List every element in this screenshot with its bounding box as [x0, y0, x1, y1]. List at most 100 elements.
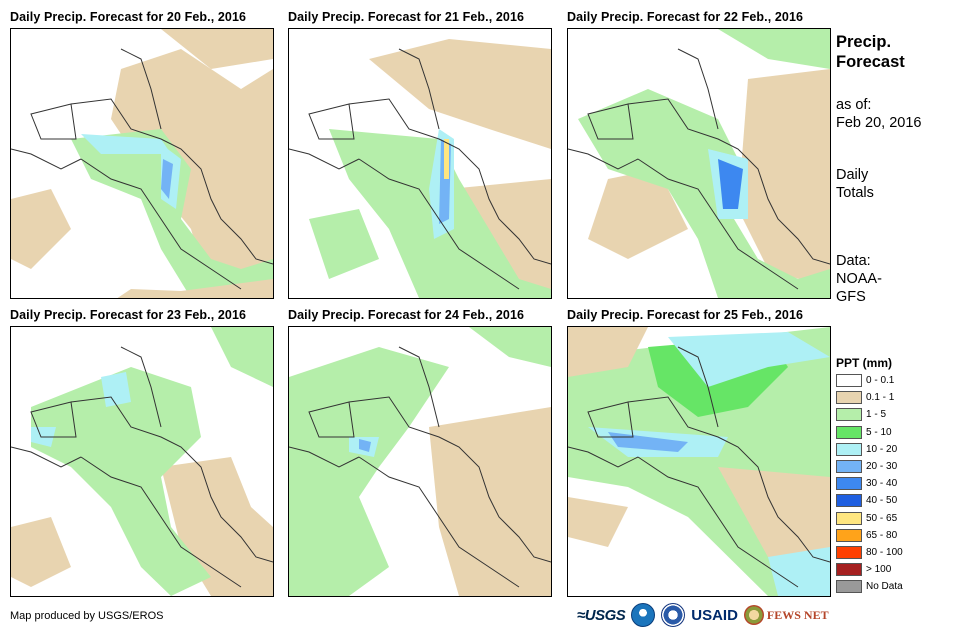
noaa-logo-icon — [631, 603, 656, 627]
precip-area — [101, 279, 273, 298]
panel-title: Daily Precip. Forecast for 21 Feb., 2016 — [288, 10, 525, 24]
coastline — [289, 346, 551, 588]
precip-map — [288, 326, 552, 597]
precip-area — [11, 517, 71, 587]
precip-area — [211, 327, 273, 387]
coastline — [289, 48, 551, 290]
data-source-block: Data: NOAA- GFS — [836, 252, 882, 306]
precip-area — [429, 407, 551, 596]
legend-label: No Data — [866, 581, 903, 593]
panel-title: Daily Precip. Forecast for 25 Feb., 2016 — [567, 308, 804, 322]
usaid-logo: USAID — [691, 606, 738, 624]
panel-title: Daily Precip. Forecast for 22 Feb., 2016 — [567, 10, 804, 24]
side-title-line1: Precip. — [836, 33, 892, 51]
precip-area — [359, 439, 371, 452]
daily-line2: Totals — [836, 185, 874, 201]
map-canvas — [11, 29, 273, 298]
precip-area — [738, 69, 830, 289]
precip-area — [668, 332, 830, 387]
legend-item: 1 - 5 — [836, 406, 903, 423]
precip-area — [309, 209, 379, 279]
fews-net-logo: FEWS NET — [766, 607, 829, 622]
coastline — [568, 346, 830, 588]
legend-item: 40 - 50 — [836, 492, 903, 509]
precip-area — [568, 327, 648, 377]
precip-area — [101, 372, 131, 407]
credit-text: Map produced by USGS/EROS — [10, 610, 164, 622]
usaid-seal-icon — [661, 603, 686, 627]
legend-rows: 0 - 0.1 0.1 - 1 1 - 5 5 - 10 10 - 20 20 - 30 3… — [836, 372, 903, 595]
legend-swatch — [836, 374, 862, 388]
logo-strip: ≈USGS USAID FEWS NET — [577, 602, 829, 628]
daily-line1: Daily — [836, 167, 869, 183]
data-line3: GFS — [836, 289, 866, 305]
legend-item: > 100 — [836, 561, 903, 578]
legend-label: 80 - 100 — [866, 546, 903, 558]
precip-area — [71, 129, 273, 298]
data-line2: NOAA- — [836, 271, 882, 287]
daily-totals-block: Daily Totals — [836, 166, 874, 202]
legend-swatch — [836, 391, 862, 405]
panel-title: Daily Precip. Forecast for 24 Feb., 2016 — [288, 308, 525, 322]
precip-map — [567, 28, 831, 299]
precip-area — [444, 139, 449, 179]
legend-label: 50 - 65 — [866, 512, 898, 524]
precip-area — [289, 347, 449, 596]
legend-label: 5 - 10 — [866, 426, 892, 438]
panel-title: Daily Precip. Forecast for 23 Feb., 2016 — [10, 308, 247, 322]
map-canvas — [289, 39, 551, 298]
legend-label: 0.1 - 1 — [866, 392, 895, 404]
legend-item: 30 - 40 — [836, 475, 903, 492]
coastline — [568, 48, 830, 290]
legend-swatch — [836, 460, 862, 474]
asof-block: as of: Feb 20, 2016 — [836, 96, 921, 132]
coastline — [11, 346, 273, 588]
map-canvas — [289, 327, 551, 596]
precip-area — [31, 367, 211, 596]
asof-label: as of: — [836, 97, 872, 113]
usgs-logo: ≈USGS — [577, 606, 626, 624]
legend-swatch — [836, 580, 862, 594]
legend-swatch — [836, 408, 862, 422]
legend-swatch — [836, 528, 862, 542]
precip-map — [288, 28, 552, 299]
legend-item: 80 - 100 — [836, 544, 903, 561]
data-line1: Data: — [836, 253, 871, 269]
precip-area — [718, 29, 830, 69]
precip-map — [10, 326, 274, 597]
map-canvas — [568, 327, 830, 596]
legend-title: PPT (mm) — [836, 356, 893, 370]
legend-item: 0.1 - 1 — [836, 389, 903, 406]
legend-item: 50 - 65 — [836, 510, 903, 527]
legend-swatch — [836, 511, 862, 525]
legend-label: 1 - 5 — [866, 409, 887, 421]
legend-label: 10 - 20 — [866, 443, 898, 455]
fews-net-globe-icon — [743, 605, 764, 625]
map-canvas — [568, 29, 830, 298]
side-title: Precip. Forecast — [836, 32, 905, 72]
precip-area — [568, 497, 628, 547]
map-canvas — [11, 327, 273, 596]
precip-area — [768, 547, 830, 596]
asof-date: Feb 20, 2016 — [836, 115, 922, 131]
precip-area — [161, 457, 273, 596]
precip-area — [161, 29, 273, 69]
legend-label: 30 - 40 — [866, 478, 898, 490]
legend-label: 0 - 0.1 — [866, 375, 895, 387]
legend-item: 10 - 20 — [836, 441, 903, 458]
precip-area — [469, 327, 551, 367]
legend-swatch — [836, 442, 862, 456]
precip-map — [10, 28, 274, 299]
precip-area — [718, 159, 743, 209]
precip-area — [81, 134, 171, 154]
precip-area — [578, 89, 830, 298]
precip-area — [588, 169, 688, 259]
precip-area — [161, 159, 173, 199]
legend-item: No Data — [836, 578, 903, 595]
panel-title: Daily Precip. Forecast for 20 Feb., 2016 — [10, 10, 247, 24]
precip-area — [369, 39, 551, 149]
legend-swatch — [836, 545, 862, 559]
legend-swatch — [836, 425, 862, 439]
legend-swatch — [836, 563, 862, 577]
legend-item: 65 - 80 — [836, 527, 903, 544]
